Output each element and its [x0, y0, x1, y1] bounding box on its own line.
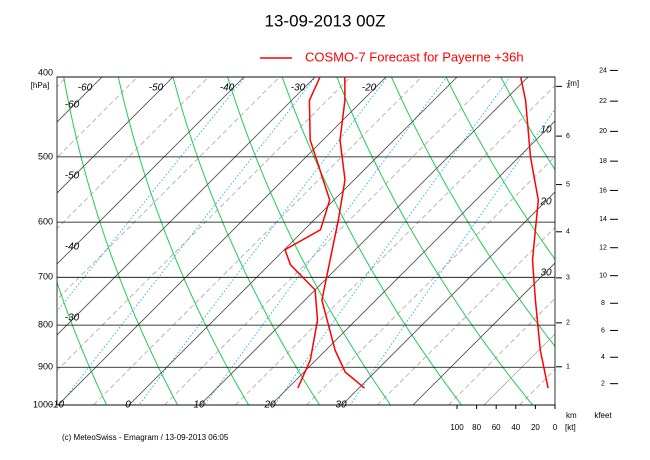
- isotherm-minor: [235, 85, 555, 405]
- dry-adiabat: [63, 77, 179, 405]
- mixing-ratio: [273, 77, 511, 405]
- chart-title: 13-09-2013 00Z: [265, 11, 386, 30]
- x2-tick-label: 40: [511, 423, 520, 432]
- kfeet-tick-label: 4: [601, 354, 605, 361]
- isotherm-minor: [57, 77, 174, 194]
- profile-line: [284, 76, 331, 389]
- wind-unit: [kt]: [565, 423, 576, 432]
- x2-tick-label: 0: [553, 423, 558, 432]
- km-tick-label: 1: [566, 364, 570, 371]
- isotherm-label: -60: [65, 100, 80, 111]
- km-tick-label: 5: [566, 181, 570, 188]
- km-tick-label: 2: [566, 320, 570, 327]
- kfeet-tick-label: 14: [599, 216, 607, 223]
- isotherm-label: -20: [362, 83, 377, 94]
- legend-label: COSMO-7 Forecast for Payerne +36h: [305, 49, 524, 64]
- dry-adiabat: [500, 77, 555, 171]
- isotherm-minor: [377, 227, 555, 405]
- isotherm-label: -30: [65, 313, 80, 324]
- y-tick-label: 500: [38, 151, 53, 161]
- isotherm-label: -30: [291, 83, 306, 94]
- dry-adiabat: [336, 77, 534, 405]
- km-tick-label: 6: [566, 133, 570, 140]
- dry-adiabat: [172, 77, 321, 405]
- km-tick-label: 3: [566, 275, 570, 282]
- y-axis-label: [hPa]: [31, 81, 50, 90]
- mixing-ratio: [57, 77, 246, 313]
- isotherm-minor: [93, 77, 422, 405]
- kfeet-tick-label: 16: [599, 187, 607, 194]
- isotherm-label: -50: [65, 171, 80, 182]
- isotherm: [270, 120, 555, 405]
- isotherm-minor: [57, 77, 280, 300]
- kfeet-tick-label: 24: [599, 67, 607, 74]
- isotherm-minor: [57, 77, 316, 336]
- isotherm: [57, 77, 245, 265]
- kfeet-tick-label: 12: [599, 245, 607, 252]
- isotherm: [57, 77, 387, 405]
- dry-adiabat: [227, 77, 392, 405]
- isotherm-minor: [57, 77, 351, 371]
- kfeet-tick-label: 10: [599, 273, 607, 280]
- isotherm-minor: [519, 369, 555, 405]
- kfeet-tick-label: 6: [601, 327, 605, 334]
- dry-adiabat: [117, 77, 250, 405]
- isotherm-minor: [0, 77, 31, 405]
- isotherm-label: -50: [149, 83, 164, 94]
- mixing-ratio: [203, 77, 448, 405]
- kfeet-tick-label: 22: [599, 98, 607, 105]
- x2-tick-label: 20: [531, 423, 540, 432]
- isotherm-minor: [57, 77, 209, 229]
- dry-adiabat: [390, 77, 555, 348]
- isotherm: [57, 77, 316, 336]
- y-tick-label: 900: [38, 362, 53, 372]
- side-label: 20: [539, 197, 552, 208]
- isotherm-minor: [483, 333, 555, 405]
- plot-area: [0, 68, 555, 409]
- isotherm-label: -60: [78, 83, 93, 94]
- profile-line: [321, 76, 365, 389]
- kfeet-tick-label: 18: [599, 158, 607, 165]
- km-tick-label: 7: [566, 83, 570, 90]
- isotherm-minor: [412, 262, 555, 405]
- x2-tick-label: 80: [472, 423, 481, 432]
- isotherm-minor: [57, 77, 103, 123]
- y-tick-label: 400: [38, 67, 53, 77]
- isotherm: [57, 77, 174, 194]
- x2-tick-label: 60: [492, 423, 501, 432]
- mixing-ratio: [138, 77, 389, 405]
- kfeet-tick-label: 2: [601, 381, 605, 388]
- isotherm: [57, 77, 103, 123]
- mixing-ratio: [349, 108, 555, 405]
- y-tick-label: 800: [38, 319, 53, 329]
- isotherm: [341, 191, 555, 405]
- isotherm-minor: [57, 77, 138, 158]
- dry-adiabat: [57, 280, 108, 405]
- isotherm: [128, 77, 458, 405]
- dry-adiabat: [0, 68, 37, 409]
- isotherm-minor: [164, 77, 493, 405]
- footer: (c) MeteoSwiss - Emagram / 13-09-2013 06…: [62, 433, 229, 442]
- isotherm-label: -40: [65, 242, 80, 253]
- km-tick-label: 4: [566, 229, 570, 236]
- kfeet-tick-label: 20: [599, 128, 607, 135]
- plot-frame: [56, 76, 556, 406]
- isotherm: [199, 77, 529, 405]
- y-tick-label: 700: [38, 272, 53, 282]
- isotherm: [412, 262, 555, 405]
- y-tick-label: 600: [38, 217, 53, 227]
- isotherm-minor: [57, 77, 245, 265]
- profile-line: [519, 76, 549, 389]
- dry-adiabat: [445, 77, 555, 261]
- side-label: 30: [540, 268, 552, 279]
- x2-tick-label: 100: [450, 423, 464, 432]
- isotherm-minor: [57, 77, 67, 87]
- height-label: [m]: [568, 79, 579, 88]
- km-label: km: [566, 411, 577, 420]
- kfeet-label: kfeet: [594, 411, 612, 420]
- kfeet-tick-label: 8: [601, 300, 605, 307]
- isotherm-label: -40: [220, 83, 235, 94]
- y-tick-label: 1000: [33, 399, 53, 409]
